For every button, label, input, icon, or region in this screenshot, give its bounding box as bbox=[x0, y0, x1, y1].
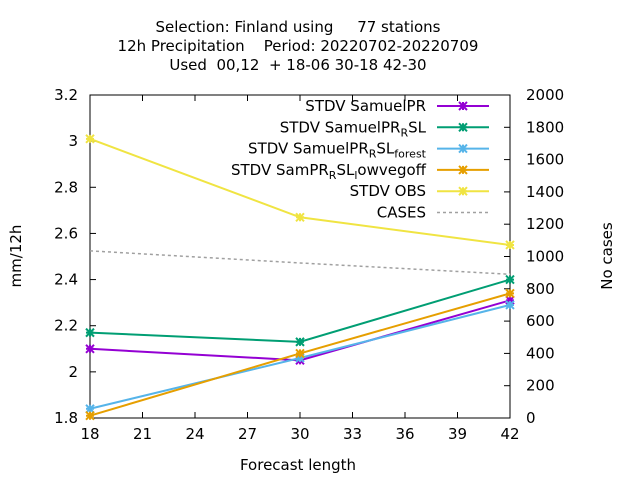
legend-item: STDV SamuelPRRSL bbox=[280, 118, 489, 139]
y-tick-label: 3.2 bbox=[54, 86, 78, 104]
x-tick-label: 21 bbox=[133, 425, 152, 443]
series-2 bbox=[85, 300, 515, 414]
legend-marker bbox=[458, 143, 468, 154]
data-point bbox=[505, 240, 515, 250]
y-tick-label: 1.8 bbox=[54, 409, 78, 427]
data-point bbox=[295, 337, 305, 347]
x-tick-label: 30 bbox=[290, 425, 309, 443]
data-point bbox=[505, 274, 515, 285]
data-point bbox=[85, 134, 95, 144]
title-line-2: 12h Precipitation Period: 20220702-20220… bbox=[118, 37, 479, 55]
legend-label: STDV SamuelPR bbox=[305, 97, 426, 115]
legend-label: STDV SamuelPRRSLforest bbox=[248, 140, 427, 161]
legend-item: CASES bbox=[377, 204, 489, 222]
y2-tick-label: 1800 bbox=[526, 118, 564, 136]
data-point bbox=[85, 404, 95, 414]
legend-label: STDV SamPRRSLlowvegoff bbox=[231, 161, 427, 182]
x-tick-label: 27 bbox=[238, 425, 257, 443]
y2-tick-label: 600 bbox=[526, 312, 555, 330]
y2-tick-label: 0 bbox=[526, 409, 536, 427]
legend-item: STDV SamuelPRRSLforest bbox=[248, 140, 489, 161]
y2-tick-label: 1200 bbox=[526, 215, 564, 233]
series-line bbox=[89, 250, 511, 276]
legend-marker bbox=[458, 101, 468, 111]
series-4 bbox=[85, 134, 515, 250]
data-point bbox=[505, 300, 515, 310]
y2-tick-label: 2000 bbox=[526, 86, 564, 104]
x-tick-label: 39 bbox=[448, 425, 467, 443]
y2-tick-label: 800 bbox=[526, 280, 555, 298]
x-tick-label: 24 bbox=[185, 425, 204, 443]
y-axis-label: mm/12h bbox=[7, 225, 25, 288]
x-axis-label: Forecast length bbox=[240, 456, 356, 474]
axis-ticks: 18 21 24 27 30 33 36 39 42 1.8 2 2.2 2.4 2.6 2.8 3 3.2 0 2… bbox=[54, 86, 564, 443]
x-tick-label: 36 bbox=[395, 425, 414, 443]
data-point bbox=[295, 353, 305, 363]
series-5 bbox=[89, 250, 511, 276]
legend-marker bbox=[458, 165, 468, 175]
title-line-3: Used 00,12 + 18-06 30-18 42-30 bbox=[169, 56, 426, 74]
data-point bbox=[85, 327, 95, 338]
x-tick-label: 33 bbox=[343, 425, 362, 443]
y-tick-label: 2 bbox=[68, 363, 78, 381]
legend-item: STDV OBS bbox=[350, 182, 489, 200]
y-tick-label: 2.4 bbox=[54, 271, 78, 289]
y-tick-label: 2.6 bbox=[54, 224, 78, 242]
y2-axis-label: No cases bbox=[598, 222, 616, 290]
y-tick-label: 2.8 bbox=[54, 178, 78, 196]
legend-marker bbox=[458, 186, 468, 196]
legend-item: STDV SamPRRSLlowvegoff bbox=[231, 161, 489, 182]
y-tick-label: 2.2 bbox=[54, 317, 78, 335]
data-point bbox=[505, 295, 515, 306]
y2-tick-label: 1400 bbox=[526, 183, 564, 201]
series-1 bbox=[85, 274, 515, 347]
y2-tick-label: 1000 bbox=[526, 248, 564, 266]
y2-tick-label: 1600 bbox=[526, 151, 564, 169]
data-point bbox=[85, 410, 95, 421]
data-point bbox=[85, 344, 95, 354]
y-tick-label: 3 bbox=[68, 132, 78, 150]
title-line-1: Selection: Finland using 77 stations bbox=[156, 18, 441, 36]
data-point bbox=[295, 348, 305, 359]
x-tick-label: 42 bbox=[500, 425, 519, 443]
legend-label: STDV SamuelPRRSL bbox=[280, 118, 427, 139]
legend-label: CASES bbox=[377, 204, 426, 222]
data-point bbox=[295, 212, 305, 222]
chart-title: Selection: Finland using 77 stations 12h… bbox=[118, 18, 479, 74]
legend-item: STDV SamuelPR bbox=[305, 97, 489, 115]
x-tick-label: 18 bbox=[80, 425, 99, 443]
series-3 bbox=[85, 288, 515, 421]
y2-tick-label: 200 bbox=[526, 377, 555, 395]
y2-tick-label: 400 bbox=[526, 344, 555, 362]
series-layer bbox=[85, 134, 515, 421]
legend-marker bbox=[458, 122, 468, 133]
data-point bbox=[505, 288, 515, 299]
legend-label: STDV OBS bbox=[350, 182, 426, 200]
